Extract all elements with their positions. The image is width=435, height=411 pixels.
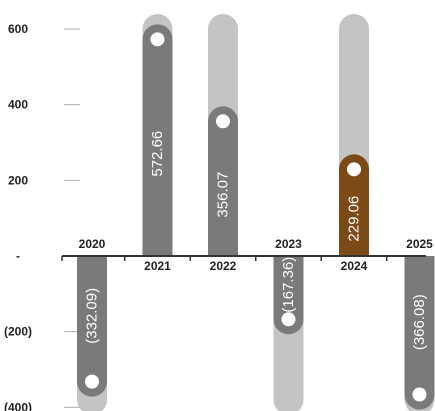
bar-end-marker — [347, 162, 361, 177]
category-label: 2021 — [144, 259, 171, 273]
bar — [339, 154, 369, 256]
background-tracks — [77, 14, 435, 411]
y-tick-label: 400 — [8, 98, 28, 112]
y-tick-label: 600 — [8, 22, 28, 36]
y-axis: 600 400 200 - (200) (400) — [4, 22, 80, 411]
value-label: (366.08) — [411, 294, 428, 350]
y-tick-label: - — [16, 249, 20, 263]
category-labels: 2020 2021 2022 2023 2024 2025 — [79, 237, 434, 273]
y-tick-label: (200) — [4, 325, 32, 339]
y-tick-label: 200 — [8, 173, 28, 187]
bar-end-marker — [412, 387, 427, 402]
bar-end-marker — [150, 32, 165, 47]
bars — [77, 24, 435, 410]
x-axis-ticks — [61, 256, 388, 261]
value-labels: (332.09) 572.66 356.07 (167.36) 229.06 (366.0… — [84, 131, 429, 350]
category-label: 2022 — [210, 259, 237, 273]
bar — [77, 256, 107, 397]
value-label: 356.07 — [215, 172, 232, 218]
bar-end-marker — [85, 374, 99, 389]
bar — [208, 106, 238, 256]
category-label: 2020 — [79, 237, 106, 251]
category-label: 2023 — [275, 237, 302, 251]
value-label: (332.09) — [84, 288, 101, 344]
bar-end-marker — [281, 312, 296, 327]
value-label: (167.36) — [280, 257, 297, 313]
value-label: 572.66 — [149, 131, 166, 177]
category-label: 2024 — [341, 259, 368, 273]
bar-end-markers — [85, 32, 427, 402]
bar — [142, 24, 173, 257]
bar-end-marker — [216, 114, 230, 129]
bar — [273, 256, 304, 335]
bar — [404, 256, 435, 410]
value-label: 229.06 — [346, 196, 363, 242]
category-label: 2025 — [406, 237, 433, 251]
y-tick-label: (400) — [4, 400, 32, 411]
